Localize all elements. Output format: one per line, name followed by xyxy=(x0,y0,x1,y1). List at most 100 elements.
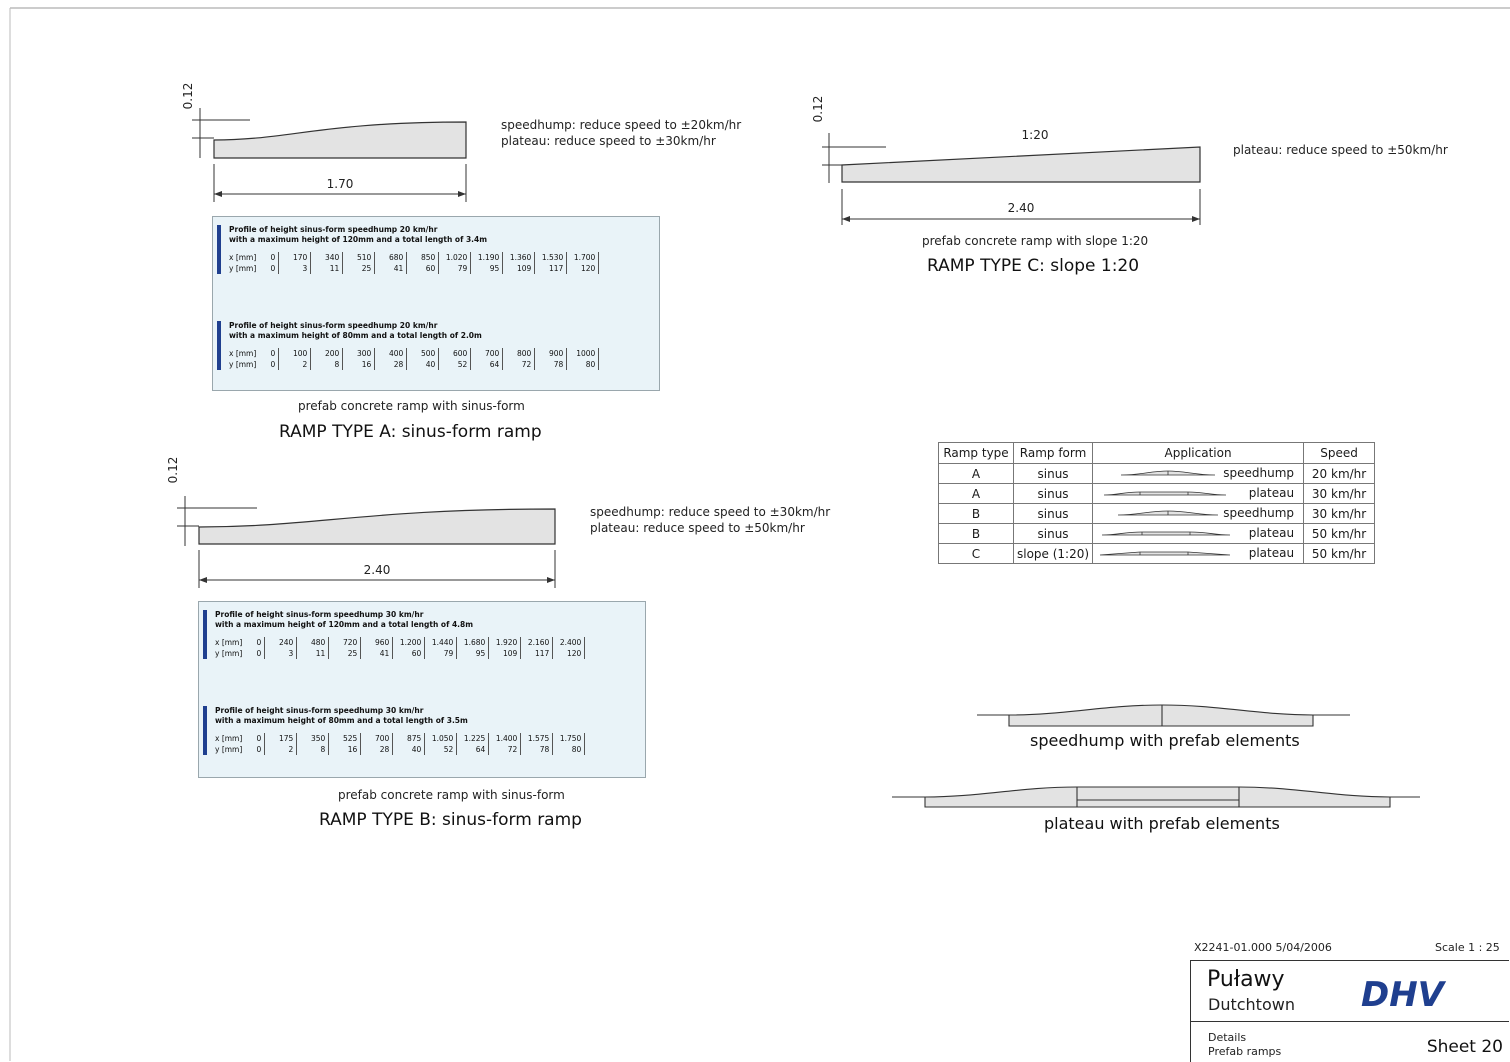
y-cell: 0 xyxy=(245,648,266,659)
ramp-c-caption: prefab concrete ramp with slope 1:20 xyxy=(922,234,1149,248)
y-cell: 109 xyxy=(502,263,536,274)
ramp-b-title: RAMP TYPE B: sinus-form ramp xyxy=(319,810,582,830)
y-cell: 78 xyxy=(534,359,568,370)
speedhump-prefab-drawing xyxy=(977,704,1350,727)
x-cell: 1.750 xyxy=(552,733,586,744)
x-cell: 1.400 xyxy=(488,733,522,744)
ramp-b-height-label: 0.12 xyxy=(166,457,180,484)
x-cell: 480 xyxy=(296,637,330,648)
cell-ramp-type: B xyxy=(938,503,1014,524)
ramp-b-table-2-heading-1: Profile of height sinus-form speedhump 3… xyxy=(215,706,424,715)
cell-ramp-type: A xyxy=(938,463,1014,484)
ramp-a-table-2-values: x [mm] 0 100 200 300 400 500 600 700 800… xyxy=(229,348,600,370)
header-application: Application xyxy=(1092,442,1305,464)
header-ramp-form: Ramp form xyxy=(1012,442,1094,464)
table-row: x [mm] 0 100 200 300 400 500 600 700 800… xyxy=(229,348,600,359)
ramp-b-speed-note: speedhump: reduce speed to ±30km/hr plat… xyxy=(590,504,830,536)
cell-ramp-type: C xyxy=(938,543,1014,564)
ramp-a-note-speedhump: speedhump: reduce speed to ±20km/hr xyxy=(501,118,742,132)
ramp-a-profile-tables: Profile of height sinus-form speedhump 2… xyxy=(212,216,660,391)
ramp-b-table-1-values: x [mm] 0 240 480 720 960 1.200 1.440 1.6… xyxy=(215,637,586,659)
plateau-mini-icon xyxy=(1104,491,1227,496)
slope-plateau-mini-icon xyxy=(1100,551,1231,556)
y-cell: 72 xyxy=(488,744,522,755)
y-cell: 0 xyxy=(259,263,280,274)
cell-application: plateau xyxy=(1092,543,1305,564)
ramp-a-table-1-heading-2: with a maximum height of 120mm and a tot… xyxy=(229,234,488,244)
ramp-c-length-label: 2.40 xyxy=(1008,201,1035,215)
x-cell: 1.700 xyxy=(566,252,600,263)
cell-ramp-type: B xyxy=(938,523,1014,544)
cell-ramp-form: sinus xyxy=(1012,463,1094,484)
ramp-a-table-1-heading-1: Profile of height sinus-form speedhump 2… xyxy=(229,225,438,234)
y-cell: 40 xyxy=(406,359,440,370)
ramp-a-title: RAMP TYPE A: sinus-form ramp xyxy=(279,422,542,442)
x-cell: 2.400 xyxy=(552,637,586,648)
ramp-b-caption: prefab concrete ramp with sinus-form xyxy=(338,788,565,802)
cell-speed: 30 km/hr xyxy=(1303,503,1376,524)
y-cell: 25 xyxy=(342,263,376,274)
y-cell: 16 xyxy=(342,359,376,370)
x-cell: 340 xyxy=(310,252,344,263)
drawing-scale: Scale 1 : 25 xyxy=(1435,941,1500,954)
x-cell: 500 xyxy=(406,348,440,359)
ramp-c-height-label: 0.12 xyxy=(811,96,825,123)
y-label: y [mm] xyxy=(215,745,243,754)
y-label: y [mm] xyxy=(229,360,257,369)
ramp-c-slope-label: 1:20 xyxy=(1022,128,1049,142)
x-cell: 850 xyxy=(406,252,440,263)
speedhump-mini-icon xyxy=(1121,470,1216,476)
x-cell: 1.200 xyxy=(392,637,426,648)
ramp-b-table-1-heading-2: with a maximum height of 120mm and a tot… xyxy=(215,619,474,629)
y-cell: 79 xyxy=(438,263,472,274)
x-cell: 2.160 xyxy=(520,637,554,648)
application-label: plateau xyxy=(1248,526,1295,540)
drawing-description: Details Prefab ramps xyxy=(1208,1031,1281,1059)
y-cell: 72 xyxy=(502,359,536,370)
project-name: Puławy xyxy=(1207,967,1285,992)
x-label: x [mm] xyxy=(215,734,243,743)
x-cell: 1.050 xyxy=(424,733,458,744)
y-label: y [mm] xyxy=(215,649,243,658)
ramp-a-table-1: Profile of height sinus-form speedhump 2… xyxy=(217,225,653,274)
table-row: A sinus plateau 30 km/hr xyxy=(938,483,1376,504)
speedhump-prefab-caption: speedhump with prefab elements xyxy=(1030,731,1300,750)
ramp-a-shape xyxy=(213,121,467,159)
plateau-prefab-caption: plateau with prefab elements xyxy=(1044,814,1280,833)
plateau-prefab-drawing xyxy=(892,786,1420,808)
x-label: x [mm] xyxy=(229,349,257,358)
header-ramp-type: Ramp type xyxy=(938,442,1014,464)
cell-ramp-form: sinus xyxy=(1012,503,1094,524)
header-speed: Speed xyxy=(1303,442,1376,464)
cell-application: speedhump xyxy=(1092,503,1305,524)
y-cell: 8 xyxy=(296,744,330,755)
x-cell: 510 xyxy=(342,252,376,263)
application-label: plateau xyxy=(1248,486,1295,500)
cell-ramp-type: A xyxy=(938,483,1014,504)
y-cell: 117 xyxy=(534,263,568,274)
x-cell: 600 xyxy=(438,348,472,359)
table-row: y [mm] 0 3 11 25 41 60 79 95 109 117 120 xyxy=(215,648,586,659)
ramp-b-profile-drawing: 0.12 2.40 xyxy=(166,457,556,588)
y-cell: 95 xyxy=(470,263,504,274)
table-row: x [mm] 0 175 350 525 700 875 1.050 1.225… xyxy=(215,733,586,744)
ramp-c-speed-note: plateau: reduce speed to ±50km/hr xyxy=(1233,143,1448,157)
ramp-a-caption: prefab concrete ramp with sinus-form xyxy=(298,399,525,413)
x-cell: 350 xyxy=(296,733,330,744)
y-cell: 52 xyxy=(424,744,458,755)
ramp-a-speed-note: speedhump: reduce speed to ±20km/hr plat… xyxy=(501,117,741,149)
y-cell: 2 xyxy=(278,359,312,370)
y-cell: 117 xyxy=(520,648,554,659)
x-label: x [mm] xyxy=(229,253,257,262)
ramp-b-length-label: 2.40 xyxy=(364,563,391,577)
table-row: x [mm] 0 170 340 510 680 850 1.020 1.190… xyxy=(229,252,600,263)
ramp-b-table-1: Profile of height sinus-form speedhump 3… xyxy=(203,610,639,659)
x-cell: 875 xyxy=(392,733,426,744)
y-cell: 52 xyxy=(438,359,472,370)
x-label: x [mm] xyxy=(215,638,243,647)
cell-speed: 50 km/hr xyxy=(1303,523,1376,544)
title-block: Puławy Dutchtown DHV Details Prefab ramp… xyxy=(1190,960,1509,1062)
x-cell: 800 xyxy=(502,348,536,359)
